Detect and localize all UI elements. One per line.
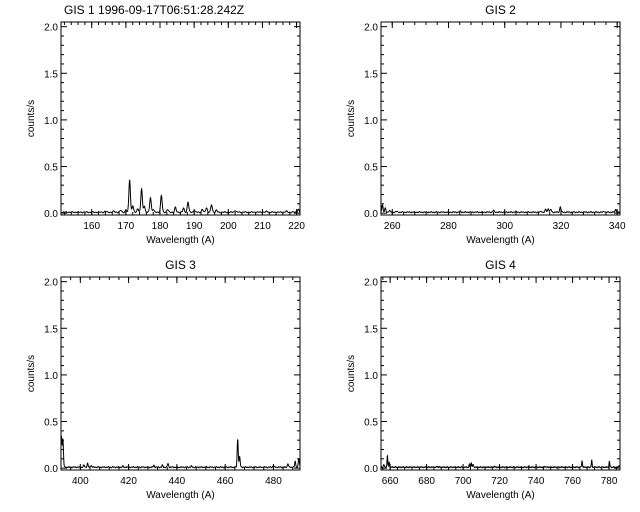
x-axis-label: Wavelength (A) — [146, 490, 215, 501]
x-tick-label: 200 — [220, 221, 237, 232]
y-tick-label: 0.0 — [364, 464, 378, 475]
y-tick-label: 1.0 — [44, 116, 58, 127]
y-tick-label: 0.0 — [364, 209, 378, 220]
plot-frame — [60, 276, 301, 471]
gis-3-panel: GIS 3 0.0 0.5 1.0 1.5 2.0 400 420 440 460 480 Wavel… — [26, 258, 301, 501]
x-tick-label: 700 — [455, 476, 472, 487]
x-tick-label: 220 — [288, 221, 305, 232]
y-tick-label: 1.5 — [44, 324, 58, 335]
x-tick-label: 340 — [609, 221, 626, 232]
y-tick-label: 1.0 — [44, 371, 58, 382]
x-tick-label: 300 — [496, 221, 513, 232]
y-tick-label: 2.0 — [364, 278, 378, 289]
y-axis-label: counts/s — [346, 355, 357, 392]
x-tick-label: 160 — [83, 221, 100, 232]
x-tick-label: 720 — [491, 476, 508, 487]
x-tick-label: 210 — [254, 221, 271, 232]
plot-frame — [380, 21, 621, 216]
y-axis-label: counts/s — [26, 355, 37, 392]
x-tick-label: 170 — [118, 221, 135, 232]
x-axis-label: Wavelength (A) — [466, 235, 535, 246]
y-tick-label: 2.0 — [44, 23, 58, 34]
spectrum-line — [60, 434, 301, 469]
x-axis-label: Wavelength (A) — [466, 490, 535, 501]
x-tick-label: 660 — [382, 476, 399, 487]
x-tick-label: 320 — [553, 221, 570, 232]
spectrum-line — [380, 454, 621, 469]
x-tick-label: 440 — [169, 476, 186, 487]
gis-1-panel: GIS 1 1996-09-17T06:51:28.242Z 0.0 0.5 1.0 1… — [26, 3, 305, 246]
plot-frame — [60, 21, 301, 216]
panel-title: GIS 4 — [485, 258, 516, 272]
y-tick-label: 2.0 — [44, 278, 58, 289]
x-tick-label: 760 — [564, 476, 581, 487]
spectrum-line — [60, 179, 301, 214]
x-tick-label: 400 — [72, 476, 89, 487]
x-tick-label: 780 — [601, 476, 618, 487]
x-tick-label: 260 — [384, 221, 401, 232]
x-tick-label: 680 — [418, 476, 435, 487]
panel-title: GIS 2 — [485, 3, 516, 17]
panel-title: GIS 3 — [165, 258, 196, 272]
spectrum-line — [380, 204, 621, 214]
x-tick-label: 190 — [186, 221, 203, 232]
y-tick-label: 1.0 — [364, 116, 378, 127]
y-tick-label: 2.0 — [364, 23, 378, 34]
y-tick-label: 1.5 — [44, 69, 58, 80]
y-tick-label: 1.5 — [364, 69, 378, 80]
y-tick-label: 0.0 — [44, 209, 58, 220]
x-tick-label: 420 — [120, 476, 137, 487]
x-tick-label: 480 — [265, 476, 282, 487]
x-axis-label: Wavelength (A) — [146, 235, 215, 246]
y-tick-label: 1.5 — [364, 324, 378, 335]
x-tick-label: 180 — [152, 221, 169, 232]
gis-4-panel: GIS 4 0.0 0.5 1.0 1.5 2.0 660 680 700 720 740 760 78… — [346, 258, 621, 501]
x-tick-label: 280 — [440, 221, 457, 232]
panel-title: GIS 1 1996-09-17T06:51:28.242Z — [64, 3, 244, 17]
y-tick-label: 0.5 — [364, 163, 378, 174]
y-axis-label: counts/s — [346, 100, 357, 137]
y-axis-label: counts/s — [26, 100, 37, 137]
y-tick-label: 0.5 — [44, 163, 58, 174]
x-tick-label: 460 — [217, 476, 234, 487]
plot-frame — [380, 276, 621, 471]
gis-2-panel: GIS 2 0.0 0.5 1.0 1.5 2.0 260 280 300 320 340 Wavel… — [346, 3, 626, 246]
y-tick-label: 0.5 — [44, 418, 58, 429]
x-tick-label: 740 — [528, 476, 545, 487]
y-tick-label: 0.5 — [364, 418, 378, 429]
y-tick-label: 0.0 — [44, 464, 58, 475]
y-tick-label: 1.0 — [364, 371, 378, 382]
